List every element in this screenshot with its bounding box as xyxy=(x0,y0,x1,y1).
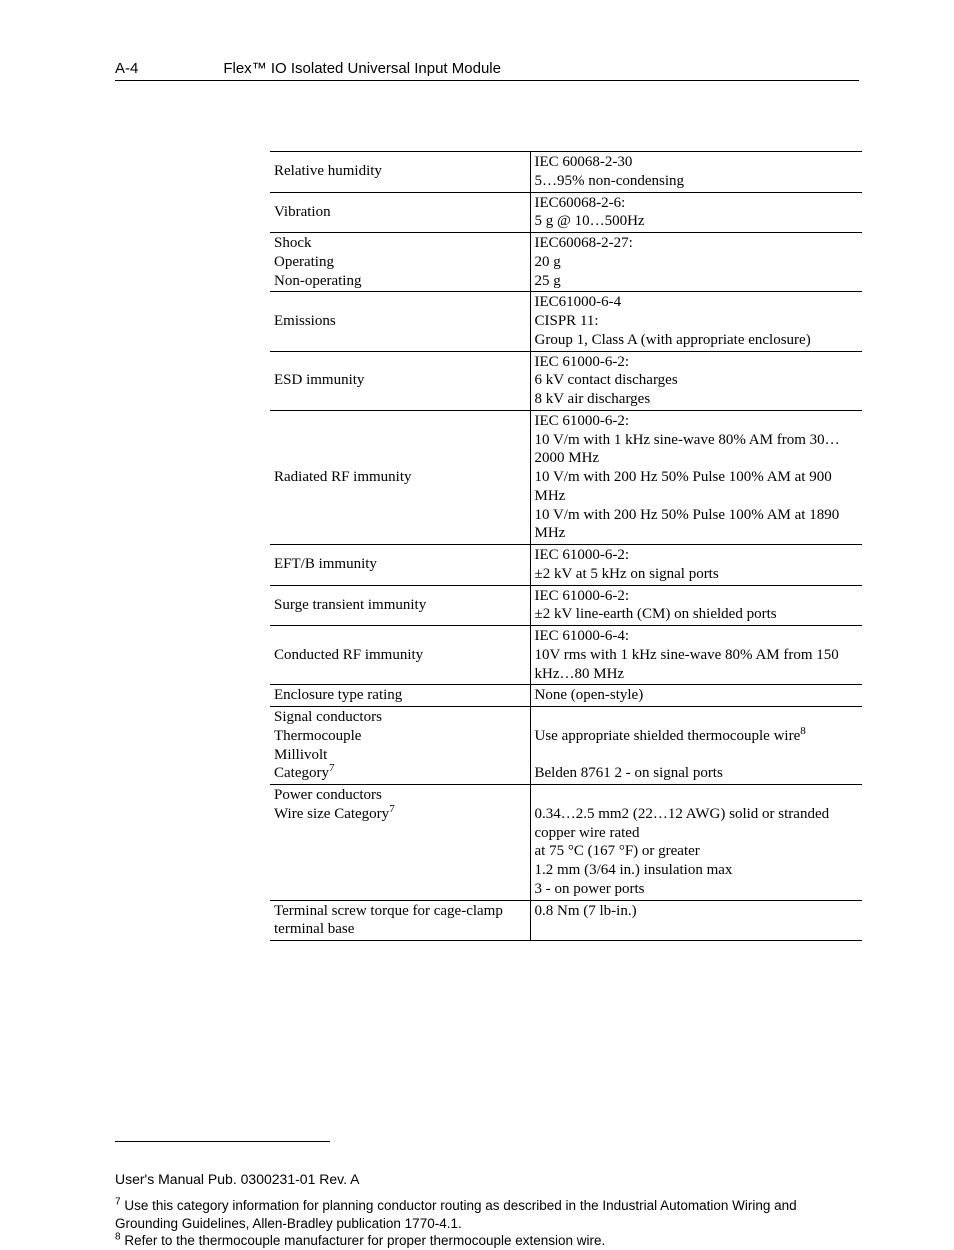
spec-label-cell: Radiated RF immunity xyxy=(270,410,530,544)
spec-value-cell: 0.8 Nm (7 lb-in.) xyxy=(530,900,862,941)
spec-value-cell: IEC 61000-6-2:±2 kV at 5 kHz on signal p… xyxy=(530,545,862,586)
table-row: Relative humidityIEC 60068-2-305…95% non… xyxy=(270,152,862,193)
table-row: Conducted RF immunityIEC 61000-6-4:10V r… xyxy=(270,626,862,685)
spec-value-cell: IEC 61000-6-2:±2 kV line-earth (CM) on s… xyxy=(530,585,862,626)
spec-value-cell: Use appropriate shielded thermocouple wi… xyxy=(530,707,862,785)
table-row: ShockOperatingNon-operatingIEC60068-2-27… xyxy=(270,233,862,292)
spec-label-cell: Relative humidity xyxy=(270,152,530,193)
table-row: Terminal screw torque for cage-clamp ter… xyxy=(270,900,862,941)
footnote-rule xyxy=(115,1141,330,1142)
table-row: ESD immunityIEC 61000-6-2:6 kV contact d… xyxy=(270,351,862,410)
spec-value-cell: IEC 60068-2-305…95% non-condensing xyxy=(530,152,862,193)
spec-label-cell: Emissions xyxy=(270,292,530,351)
table-row: EFT/B immunityIEC 61000-6-2:±2 kV at 5 k… xyxy=(270,545,862,586)
footnote-8-text: Refer to the thermocouple manufacturer f… xyxy=(121,1233,606,1248)
footer-text: User's Manual Pub. 0300231-01 Rev. A xyxy=(115,1171,359,1187)
page-number: A-4 xyxy=(115,60,138,77)
spec-label-cell: ShockOperatingNon-operating xyxy=(270,233,530,292)
table-row: Radiated RF immunityIEC 61000-6-2:10 V/m… xyxy=(270,410,862,544)
spec-value-cell: IEC 61000-6-2:6 kV contact discharges8 k… xyxy=(530,351,862,410)
spec-label-cell: EFT/B immunity xyxy=(270,545,530,586)
spec-label-cell: Conducted RF immunity xyxy=(270,626,530,685)
footnotes: 7 Use this category information for plan… xyxy=(115,1197,859,1250)
spec-label-cell: Signal conductorsThermocoupleMillivoltCa… xyxy=(270,707,530,785)
table-row: VibrationIEC60068-2-6:5 g @ 10…500Hz xyxy=(270,192,862,233)
spec-label-cell: Enclosure type rating xyxy=(270,685,530,707)
table-row: Signal conductorsThermocoupleMillivoltCa… xyxy=(270,707,862,785)
page-header: A-4 Flex™ IO Isolated Universal Input Mo… xyxy=(115,60,859,81)
spec-label-cell: Power conductorsWire size Category7 xyxy=(270,785,530,901)
spec-value-cell: 0.34…2.5 mm2 (22…12 AWG) solid or strand… xyxy=(530,785,862,901)
spec-value-cell: IEC 61000-6-2:10 V/m with 1 kHz sine-wav… xyxy=(530,410,862,544)
header-title: Flex™ IO Isolated Universal Input Module xyxy=(223,60,501,77)
table-row: EmissionsIEC61000-6-4CISPR 11:Group 1, C… xyxy=(270,292,862,351)
spec-label-cell: Surge transient immunity xyxy=(270,585,530,626)
spec-label-cell: Terminal screw torque for cage-clamp ter… xyxy=(270,900,530,941)
table-row: Enclosure type ratingNone (open-style) xyxy=(270,685,862,707)
spec-table-body: Relative humidityIEC 60068-2-305…95% non… xyxy=(270,152,862,941)
table-row: Power conductorsWire size Category70.34…… xyxy=(270,785,862,901)
spec-value-cell: IEC60068-2-6:5 g @ 10…500Hz xyxy=(530,192,862,233)
table-row: Surge transient immunityIEC 61000-6-2:±2… xyxy=(270,585,862,626)
spec-value-cell: None (open-style) xyxy=(530,685,862,707)
footnote-7-text: Use this category information for planni… xyxy=(115,1198,797,1231)
spec-table: Relative humidityIEC 60068-2-305…95% non… xyxy=(270,151,862,941)
footnote-7: 7 Use this category information for plan… xyxy=(115,1197,859,1232)
spec-value-cell: IEC60068-2-27:20 g25 g xyxy=(530,233,862,292)
spec-label-cell: Vibration xyxy=(270,192,530,233)
spec-label-cell: ESD immunity xyxy=(270,351,530,410)
spec-value-cell: IEC 61000-6-4:10V rms with 1 kHz sine-wa… xyxy=(530,626,862,685)
spec-value-cell: IEC61000-6-4CISPR 11:Group 1, Class A (w… xyxy=(530,292,862,351)
